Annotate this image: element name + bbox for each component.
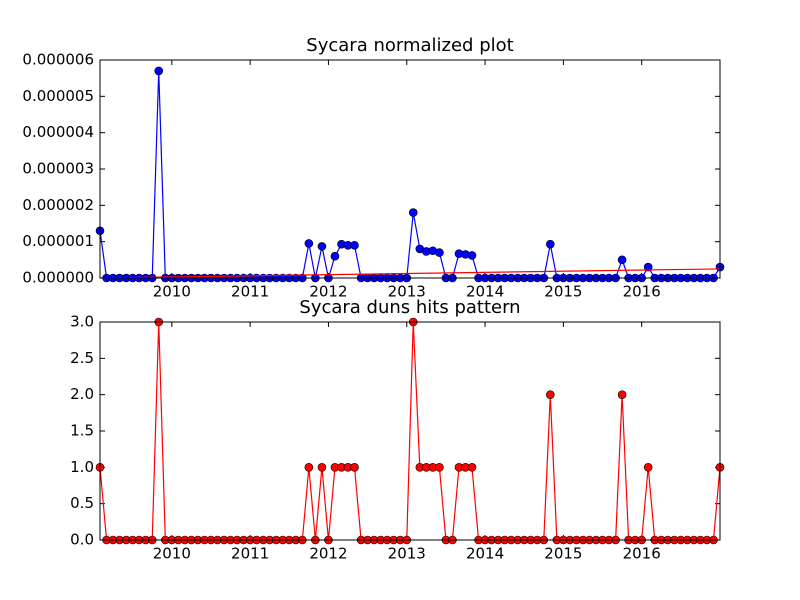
chart-title: Sycara normalized plot bbox=[306, 35, 513, 56]
x-tick-label: 2013 bbox=[388, 545, 426, 563]
x-tick-label: 2015 bbox=[544, 545, 582, 563]
data-point bbox=[467, 251, 477, 260]
y-tick-label: 0.0 bbox=[70, 531, 94, 549]
y-tick-label: 0.000004 bbox=[22, 123, 94, 141]
data-point bbox=[545, 390, 555, 399]
y-tick-label: 0.000003 bbox=[22, 160, 94, 178]
data-point bbox=[304, 239, 314, 248]
y-tick-label: 2.0 bbox=[70, 385, 94, 403]
data-point bbox=[435, 463, 444, 472]
axes-frame bbox=[99, 59, 721, 279]
x-tick-label: 2013 bbox=[388, 283, 426, 301]
data-point bbox=[643, 262, 653, 272]
x-tick-label: 2011 bbox=[231, 283, 269, 301]
data-point bbox=[435, 248, 444, 257]
y-tick-label: 1.0 bbox=[70, 458, 94, 476]
y-tick-label: 1.5 bbox=[70, 422, 94, 440]
y-tick-label: 2.5 bbox=[70, 349, 94, 367]
x-tick-label: 2012 bbox=[309, 545, 347, 563]
x-tick-label: 2014 bbox=[466, 283, 504, 301]
axes-frame bbox=[99, 321, 721, 541]
data-line bbox=[99, 268, 721, 279]
data-point bbox=[304, 463, 314, 472]
x-tick-label: 2015 bbox=[544, 283, 582, 301]
x-tick-label: 2010 bbox=[153, 283, 191, 301]
data-point bbox=[617, 255, 627, 265]
x-tick-label: 2010 bbox=[153, 545, 191, 563]
x-tick-label: 2012 bbox=[309, 283, 347, 301]
chart-title: Sycara duns hits pattern bbox=[299, 297, 520, 318]
y-tick-label: 0.000005 bbox=[22, 87, 94, 105]
y-tick-label: 0.000000 bbox=[22, 269, 94, 287]
data-point bbox=[643, 463, 653, 472]
y-tick-label: 0.5 bbox=[70, 494, 94, 512]
data-point bbox=[545, 239, 555, 249]
data-point bbox=[617, 390, 627, 399]
x-tick-label: 2016 bbox=[623, 545, 661, 563]
data-point bbox=[467, 463, 477, 472]
x-tick-label: 2011 bbox=[231, 545, 269, 563]
y-tick-label: 0.000001 bbox=[22, 232, 94, 250]
x-tick-label: 2014 bbox=[466, 545, 504, 563]
data-point bbox=[350, 241, 359, 250]
data-point bbox=[317, 463, 327, 472]
data-point bbox=[154, 66, 164, 76]
data-point bbox=[330, 251, 340, 261]
y-tick-label: 0.000002 bbox=[22, 196, 94, 214]
data-point bbox=[350, 463, 359, 472]
y-tick-label: 3.0 bbox=[70, 313, 94, 331]
x-tick-label: 2016 bbox=[623, 283, 661, 301]
data-point bbox=[408, 208, 418, 217]
data-point bbox=[317, 242, 327, 251]
y-tick-label: 0.000006 bbox=[22, 51, 94, 69]
